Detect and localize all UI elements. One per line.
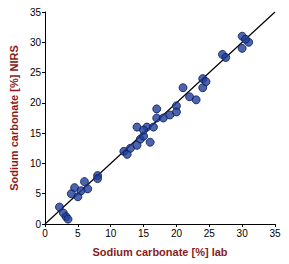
svg-text:Sodium carbonate [%] NIRS: Sodium carbonate [%] NIRS: [8, 45, 20, 190]
svg-text:25: 25: [204, 228, 216, 239]
svg-text:10: 10: [30, 158, 42, 169]
svg-text:30: 30: [30, 37, 42, 48]
svg-text:35: 35: [30, 7, 42, 18]
svg-text:35: 35: [269, 228, 281, 239]
svg-text:30: 30: [237, 228, 249, 239]
svg-text:5: 5: [75, 228, 81, 239]
svg-text:20: 20: [30, 97, 42, 108]
svg-text:0: 0: [35, 219, 41, 230]
svg-text:25: 25: [30, 67, 42, 78]
svg-text:20: 20: [171, 228, 183, 239]
svg-text:Sodium carbonate [%] lab: Sodium carbonate [%] lab: [92, 246, 227, 258]
svg-text:15: 15: [138, 228, 150, 239]
svg-text:15: 15: [30, 128, 42, 139]
svg-text:10: 10: [105, 228, 117, 239]
svg-text:5: 5: [35, 188, 41, 199]
svg-text:0: 0: [42, 228, 48, 239]
